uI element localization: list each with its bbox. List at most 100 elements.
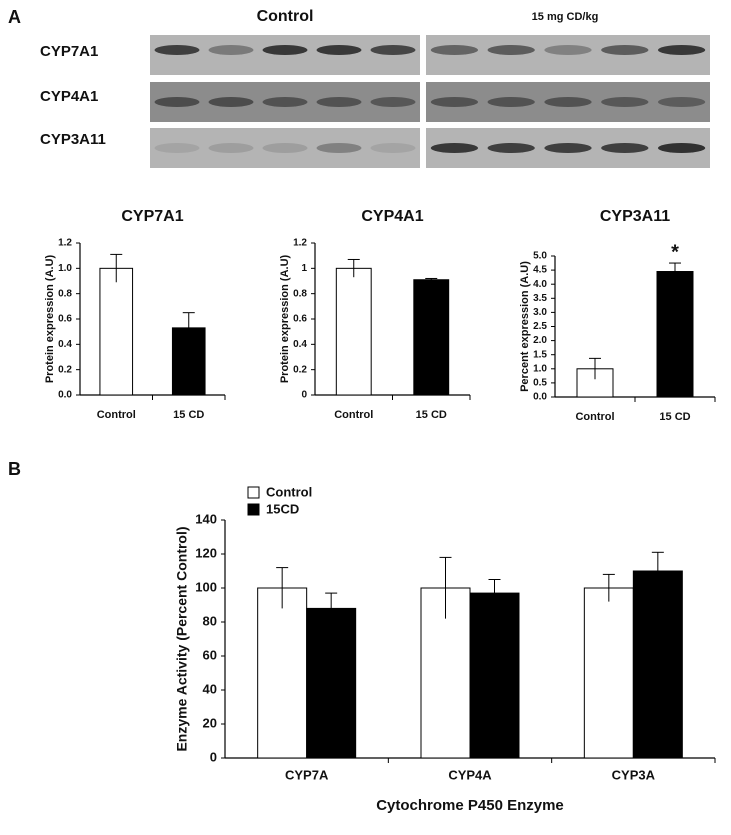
bar	[257, 587, 308, 759]
blot-band	[487, 143, 535, 153]
y-tick-label: 0.5	[533, 378, 547, 389]
blot-band	[601, 143, 649, 153]
y-tick-label: 0.6	[58, 314, 72, 325]
y-tick-label: 1.0	[58, 263, 72, 274]
y-tick-label: 0.8	[293, 288, 307, 299]
x-tick-label: CYP3A	[612, 767, 656, 782]
y-tick-label: 0.2	[293, 364, 307, 375]
panel-label: A	[8, 7, 21, 27]
legend-label: 15CD	[266, 501, 299, 516]
x-tick-label: 15 CD	[416, 409, 447, 421]
y-tick-label: 40	[203, 681, 217, 696]
y-tick-label: 0	[301, 390, 307, 401]
y-tick-label: 0.0	[58, 390, 72, 401]
y-axis-label: Percent expression (A.U)	[519, 261, 531, 392]
blot-strip	[426, 35, 710, 75]
x-axis-label: Cytochrome P450 Enzyme	[376, 797, 564, 814]
blot-row-label: CYP4A1	[40, 88, 98, 105]
blot-band	[430, 45, 479, 55]
y-tick-label: 2.0	[533, 335, 547, 346]
x-tick-label: 15 CD	[173, 409, 204, 421]
blot-band	[544, 45, 592, 55]
x-tick-label: Control	[97, 409, 136, 421]
y-tick-label: 3.0	[533, 307, 547, 318]
blot-band	[208, 97, 254, 107]
error-bar	[276, 567, 289, 609]
blot-band	[262, 143, 308, 153]
error-bar	[110, 253, 123, 283]
y-tick-label: 0.2	[58, 364, 72, 375]
chart-title: CYP3A11	[600, 208, 670, 225]
y-axis-label: Enzyme Activity (Percent Control)	[174, 526, 190, 751]
bar	[335, 267, 372, 396]
error-bar	[669, 262, 681, 280]
y-tick-label: 0.4	[58, 339, 72, 350]
blot-band	[657, 143, 706, 153]
chart-title: CYP7A1	[121, 208, 183, 225]
bar	[469, 592, 520, 759]
blot-band	[487, 97, 535, 107]
y-tick-label: 4.0	[533, 279, 547, 290]
blot-image	[150, 35, 710, 168]
y-tick-label: 0.8	[58, 288, 72, 299]
blot-row-label: CYP7A1	[40, 43, 98, 60]
y-tick-label: 4.5	[533, 265, 547, 276]
legend-swatch	[247, 486, 260, 499]
y-tick-label: 0	[210, 749, 217, 764]
x-tick-label: Control	[334, 409, 373, 421]
error-bar	[425, 277, 438, 281]
blot-band	[601, 97, 649, 107]
blot-band	[316, 143, 362, 153]
legend-label: Control	[266, 484, 312, 499]
bar	[99, 267, 134, 396]
error-bar	[589, 357, 601, 380]
blot-band	[154, 143, 200, 153]
blot-band	[208, 143, 254, 153]
x-tick-label: CYP7A	[285, 767, 329, 782]
blot-band	[262, 45, 308, 55]
blot-band	[487, 45, 535, 55]
y-tick-label: 3.5	[533, 293, 547, 304]
blot-band	[430, 143, 479, 153]
blot-group-label: Control	[257, 8, 314, 25]
error-bar	[347, 258, 360, 278]
y-tick-label: 100	[195, 579, 217, 594]
y-tick-label: 2.5	[533, 321, 547, 332]
annotation: *	[671, 241, 679, 263]
y-tick-label: 140	[195, 511, 217, 526]
chart-title: CYP4A1	[361, 208, 423, 225]
y-tick-label: 0.6	[293, 314, 307, 325]
y-tick-label: 1.0	[533, 363, 547, 374]
blot-band	[154, 97, 200, 107]
blot-band	[208, 45, 254, 55]
error-bar	[488, 579, 501, 607]
error-bar	[651, 551, 664, 590]
y-tick-label: 0.4	[293, 339, 307, 350]
blot-band	[316, 45, 362, 55]
blot-band	[262, 97, 308, 107]
y-axis-label: Protein expression (A.U)	[279, 254, 291, 383]
blot-band	[370, 143, 416, 153]
y-tick-label: 1.5	[533, 349, 547, 360]
bar	[413, 279, 450, 396]
bar	[656, 271, 694, 398]
y-tick-label: 0.0	[533, 392, 547, 403]
y-tick-label: 120	[195, 545, 217, 560]
blot-row-label: CYP3A11	[40, 131, 106, 148]
blot-strip	[150, 128, 420, 168]
bar	[583, 587, 634, 759]
blot-band	[601, 45, 649, 55]
blot-band	[657, 45, 706, 55]
error-bar	[325, 592, 338, 624]
blot-band	[544, 97, 592, 107]
blot-band	[544, 143, 592, 153]
legend-swatch	[247, 503, 260, 516]
x-tick-label: 15 CD	[659, 411, 690, 423]
y-tick-label: 1.2	[293, 238, 307, 249]
blot-group-label: 15 mg CD/kg	[532, 11, 599, 23]
bar	[306, 607, 357, 759]
blot-band	[370, 97, 416, 107]
x-tick-label: CYP4A	[448, 767, 492, 782]
y-tick-label: 60	[203, 647, 217, 662]
